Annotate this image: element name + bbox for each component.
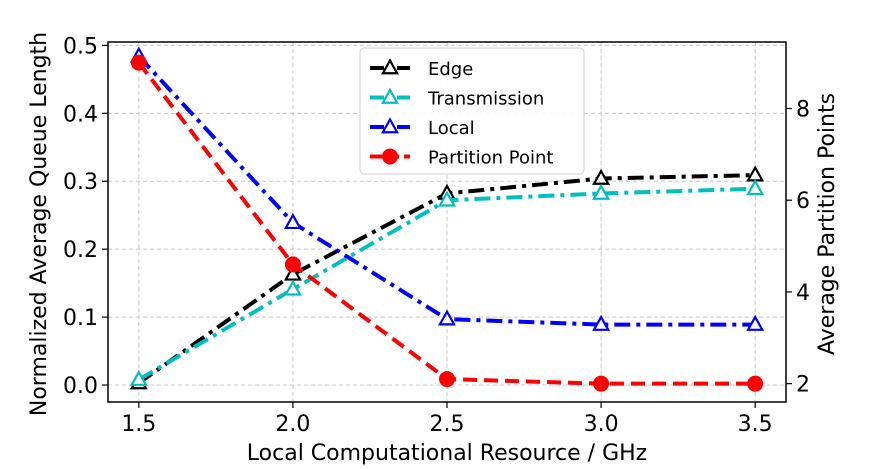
y2-tick-label: 4 — [796, 281, 810, 306]
data-point — [283, 212, 302, 230]
x-tick-label: 3.5 — [738, 412, 773, 437]
data-point — [746, 165, 765, 182]
data-point — [593, 375, 610, 392]
legend-swatch-marker — [381, 117, 399, 134]
legend-swatch-marker — [381, 58, 399, 75]
x-tick-label: 1.5 — [121, 412, 156, 437]
legend-label: Local — [428, 118, 475, 139]
y-axis-left: 0.0 0.1 0.2 0.3 0.4 0.5 — [63, 34, 108, 399]
y-tick-label: 0.2 — [63, 238, 98, 263]
x-axis-label: Local Computational Resource / GHz — [247, 441, 647, 466]
legend-label: Partition Point — [428, 148, 553, 169]
y2-tick-label: 6 — [796, 189, 810, 214]
data-point — [592, 183, 611, 200]
y-tick-label: 0.1 — [63, 306, 98, 331]
legend-swatch-marker — [381, 87, 399, 104]
data-point — [746, 314, 765, 331]
data-point — [439, 371, 455, 388]
x-tick-label: 2.5 — [430, 412, 465, 437]
y-axis-label: Normalized Average Queue Length — [27, 32, 52, 416]
data-point — [592, 314, 611, 331]
series-partition-point — [130, 54, 764, 392]
legend-entry: Partition Point — [370, 148, 553, 169]
data-point — [130, 54, 147, 71]
legend-swatch-marker — [382, 148, 398, 165]
y-tick-label: 0.3 — [63, 170, 98, 195]
y-tick-label: 0.0 — [63, 374, 98, 399]
data-point — [438, 309, 456, 326]
legend-box — [359, 47, 585, 175]
legend-entry: Transmission — [370, 87, 544, 110]
legend-entry: Local — [370, 117, 475, 139]
y2-axis-label: Average Partition Points — [815, 93, 840, 355]
y2-tick-label: 2 — [796, 373, 810, 398]
data-point — [284, 256, 301, 273]
series-layer — [129, 46, 765, 392]
legend-entry: Edge — [370, 58, 473, 80]
data-point — [438, 190, 456, 207]
x-tick-label: 3.0 — [584, 412, 619, 437]
x-tick-label: 2.0 — [275, 412, 310, 437]
series-transmission — [129, 178, 765, 386]
y-tick-label: 0.5 — [63, 34, 98, 59]
y-tick-label: 0.4 — [63, 102, 98, 127]
legend-label: Transmission — [427, 89, 544, 110]
data-point — [283, 279, 302, 296]
data-point — [746, 178, 765, 196]
data-point — [129, 369, 148, 386]
data-point — [747, 375, 764, 392]
x-axis: 1.5 2.0 2.5 3.0 3.5 — [121, 402, 773, 437]
y2-tick-label: 8 — [796, 97, 810, 122]
y-axis-right: 2 4 6 8 — [786, 97, 810, 398]
legend-label: Edge — [428, 59, 473, 80]
legend: Edge Transmission Local Partition Point — [359, 47, 585, 175]
